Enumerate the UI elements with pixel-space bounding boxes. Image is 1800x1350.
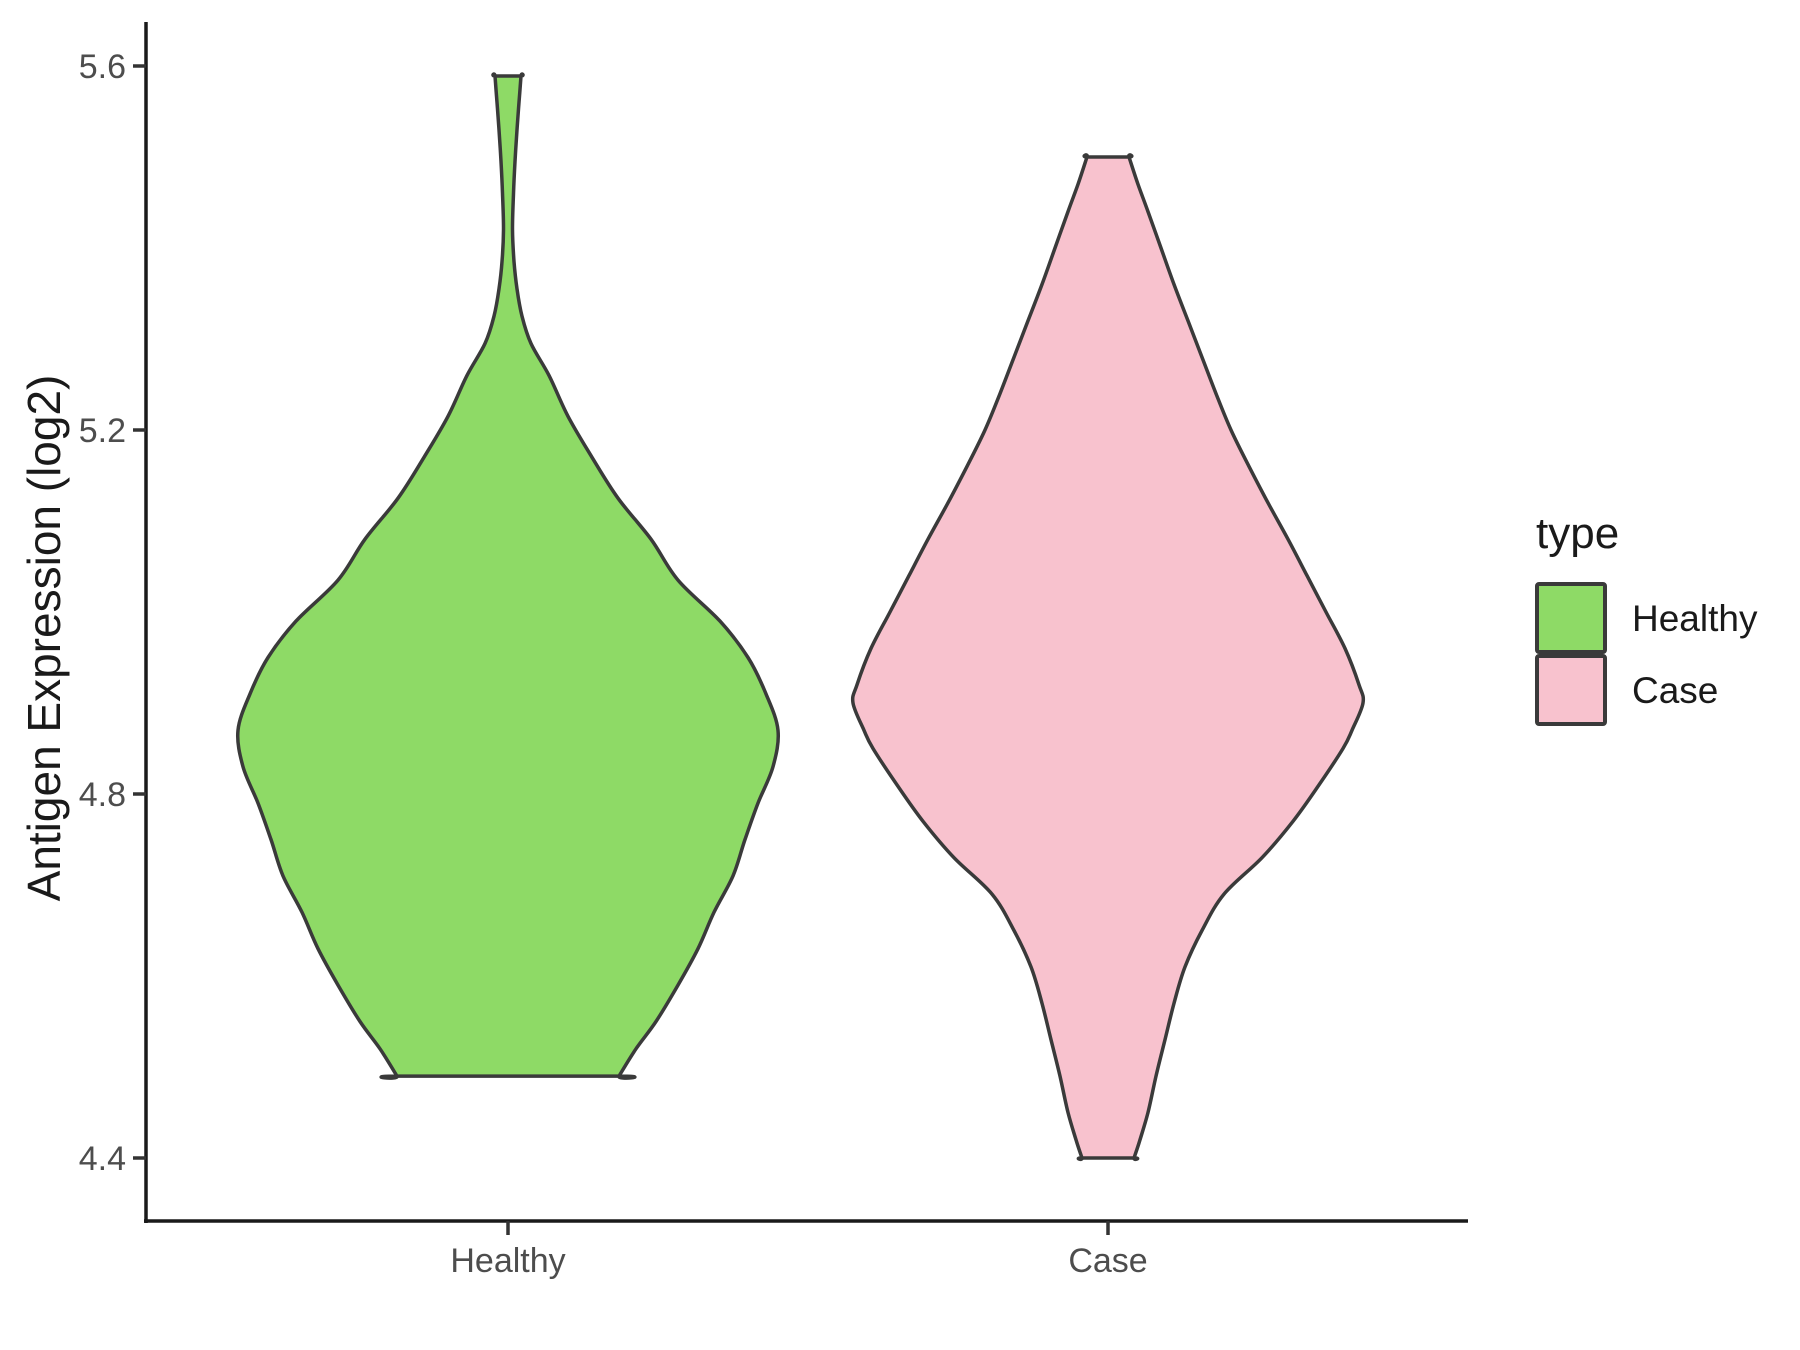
legend-label-healthy: Healthy <box>1632 598 1758 639</box>
x-tick-label-case: Case <box>1068 1242 1147 1280</box>
violin-healthy <box>235 72 781 1080</box>
legend-items: Healthy Case <box>1535 582 1758 726</box>
y-tick-label: 5.2 <box>79 412 126 450</box>
y-tick-label: 5.6 <box>79 48 126 86</box>
violin-case <box>850 153 1366 1162</box>
legend: type Healthy Case <box>1535 509 1758 726</box>
y-axis-title: Antigen Expression (log2) <box>18 375 70 902</box>
ticks-layer: 5.6 5.2 4.8 4.4 Healthy Case <box>79 48 1148 1280</box>
axes-layer <box>144 22 1468 1223</box>
legend-item-case: Case <box>1535 654 1718 726</box>
legend-key-case <box>1535 654 1607 726</box>
y-tick-label: 4.8 <box>79 776 126 814</box>
x-tick-label-healthy: Healthy <box>450 1242 565 1280</box>
legend-label-case: Case <box>1632 670 1718 711</box>
legend-title: type <box>1536 509 1619 558</box>
violins-layer <box>235 72 1366 1162</box>
legend-item-healthy: Healthy <box>1535 582 1758 654</box>
titles-layer: Antigen Expression (log2) <box>18 375 70 902</box>
y-tick-label: 4.4 <box>79 1140 126 1178</box>
legend-key-healthy <box>1535 582 1607 654</box>
